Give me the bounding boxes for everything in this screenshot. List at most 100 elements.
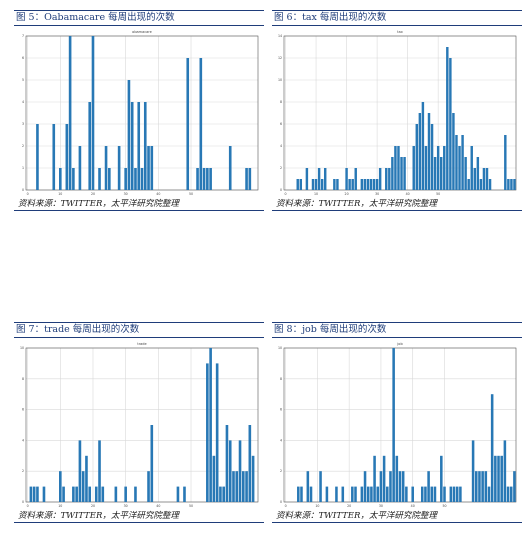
bar <box>98 168 101 190</box>
bar <box>449 486 453 502</box>
x-tick-label: 50 <box>189 504 193 508</box>
figure-title: 图 7：trade 每周出现的次数 <box>14 322 264 338</box>
bar <box>183 486 186 502</box>
y-tick-label: 10 <box>278 78 282 82</box>
x-tick-label: 30 <box>124 504 128 508</box>
x-tick-label: 10 <box>315 504 319 508</box>
bar <box>238 440 242 502</box>
bar <box>401 471 405 502</box>
x-tick-label: 0 <box>27 192 29 196</box>
bar <box>134 486 137 502</box>
bar <box>351 486 354 502</box>
bar <box>36 124 39 190</box>
bar <box>306 471 310 502</box>
bar <box>455 486 459 502</box>
bar <box>59 168 62 190</box>
bar <box>88 102 92 190</box>
bar <box>143 102 147 190</box>
x-tick-label: 0 <box>285 192 287 196</box>
bar <box>354 486 357 502</box>
y-tick-label: 1 <box>22 166 24 170</box>
chart-title: tax <box>397 30 403 34</box>
bar <box>124 168 127 190</box>
bar <box>186 58 190 190</box>
bar <box>418 113 422 190</box>
x-tick-label: 10 <box>314 192 318 196</box>
x-tick-label: 20 <box>347 504 351 508</box>
bar <box>478 471 481 502</box>
bar <box>440 455 443 502</box>
bar <box>215 363 219 502</box>
y-tick-label: 0 <box>22 188 24 192</box>
bar <box>427 471 430 502</box>
y-tick-label: 2 <box>22 469 24 473</box>
bar <box>296 179 299 190</box>
bar <box>430 486 434 502</box>
bar <box>323 168 327 190</box>
bar <box>394 146 397 190</box>
bar <box>360 179 364 190</box>
figure-title: 图 8：job 每周出现的次数 <box>272 322 522 338</box>
bar <box>370 486 373 502</box>
bar <box>228 440 232 502</box>
bar <box>336 179 339 190</box>
x-tick-label: 40 <box>406 192 410 196</box>
x-tick-label: 40 <box>156 504 160 508</box>
bar <box>366 179 370 190</box>
bar <box>78 146 82 190</box>
bar <box>225 425 229 502</box>
bar <box>473 168 477 190</box>
bar-chart: job 0 2 4 6 8 10 0 10 20 30 40 50 <box>278 342 517 508</box>
bar <box>94 486 98 502</box>
x-tick-label: 0 <box>285 504 287 508</box>
bar <box>363 471 367 502</box>
source-note: 资料来源：TWITTER，太平洋研究院整理 <box>272 510 522 523</box>
y-tick-label: 0 <box>22 500 24 504</box>
bar <box>403 157 406 190</box>
bar <box>475 471 478 502</box>
bar <box>485 168 489 190</box>
bar <box>379 471 383 502</box>
bar <box>36 486 39 502</box>
bar <box>78 440 82 502</box>
x-tick-label: 40 <box>156 192 160 196</box>
bar <box>455 135 458 190</box>
bar <box>248 425 252 502</box>
bar <box>333 179 336 190</box>
bar <box>232 471 235 502</box>
bar <box>52 124 56 190</box>
chart-container: trade 0 2 4 6 8 10 0 10 20 30 40 50 <box>14 338 264 510</box>
y-tick-label: 6 <box>22 408 24 412</box>
x-tick-label: 20 <box>345 192 349 196</box>
bar <box>503 440 507 502</box>
chart-container: obamacare 0 1 2 3 4 5 6 7 0 10 20 30 40 50 <box>14 26 264 198</box>
bar <box>150 425 154 502</box>
bar <box>386 486 389 502</box>
bar <box>104 146 108 190</box>
bar <box>345 168 348 190</box>
bar <box>114 486 118 502</box>
bar <box>335 486 338 502</box>
bar <box>452 113 455 190</box>
bar <box>479 179 483 190</box>
bar <box>206 363 209 502</box>
bar <box>29 486 33 502</box>
figure-title: 图 5：Oabamacare 每周出现的次数 <box>14 10 264 26</box>
bar <box>199 58 203 190</box>
x-tick-label: 30 <box>375 192 379 196</box>
y-tick-label: 7 <box>22 34 24 38</box>
bar <box>320 179 324 190</box>
bar <box>245 168 248 190</box>
bar <box>382 455 386 502</box>
y-tick-label: 5 <box>22 78 24 82</box>
y-tick-label: 8 <box>280 100 282 104</box>
bar <box>202 168 206 190</box>
bar <box>372 179 376 190</box>
plot-frame <box>25 347 259 503</box>
bar <box>487 486 491 502</box>
source-note: 资料来源：TWITTER，太平洋研究院整理 <box>14 198 264 211</box>
bar <box>222 486 225 502</box>
bar <box>228 146 232 190</box>
x-tick-label: 0 <box>27 504 29 508</box>
bar <box>446 47 449 190</box>
